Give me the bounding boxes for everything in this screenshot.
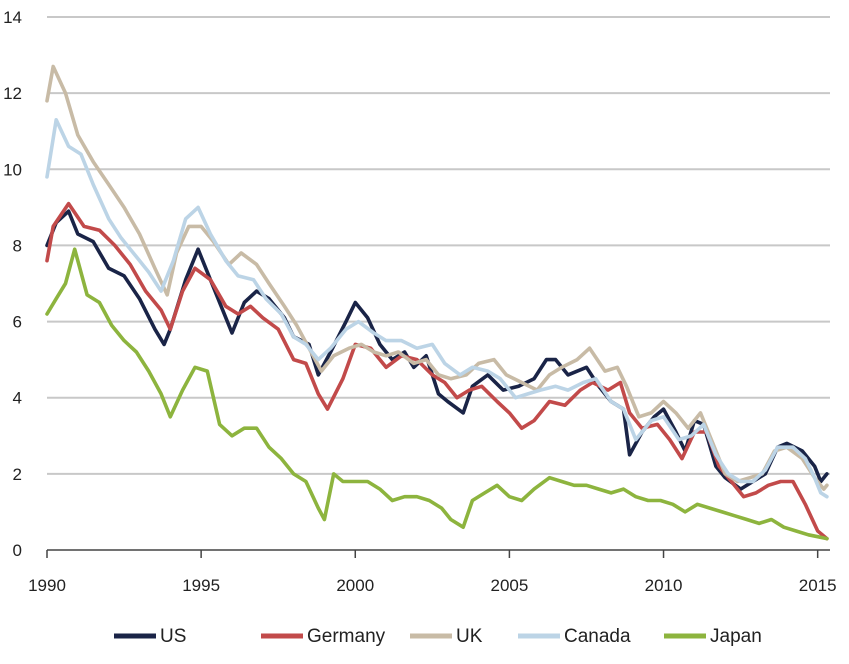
legend: US Germany UK Canada Japan: [114, 626, 762, 647]
x-tick-label: 2005: [490, 576, 528, 595]
x-tick-label: 2000: [336, 576, 374, 595]
series-line-canada: [45, 118, 829, 499]
y-tick-label: 0: [13, 541, 22, 560]
x-tick-label: 2010: [645, 576, 683, 595]
x-tick-label: 1995: [182, 576, 220, 595]
y-tick-label: 8: [13, 236, 22, 255]
y-tick-label: 4: [13, 389, 22, 408]
legend-label: UK: [456, 626, 483, 647]
legend-item-japan: Japan: [664, 626, 762, 647]
series-line-japan: [45, 247, 829, 541]
y-tick-label: 6: [13, 313, 22, 332]
legend-item-us: US: [114, 626, 186, 647]
legend-item-germany: Germany: [261, 626, 386, 647]
legend-item-canada: Canada: [518, 626, 631, 647]
legend-item-uk: UK: [410, 626, 483, 647]
x-tick-label: 1990: [28, 576, 66, 595]
y-tick-label: 12: [3, 84, 22, 103]
x-tick-label: 2015: [799, 576, 837, 595]
y-tick-label: 2: [13, 465, 22, 484]
axes: 0 2 4 6 8 10 12 14 1990 1995 2000 2005 2010 2015: [3, 8, 837, 595]
series-lines: [45, 64, 829, 541]
y-tick-label: 10: [3, 160, 22, 179]
y-tick-label: 14: [3, 8, 22, 27]
series-line-uk: [45, 64, 829, 491]
legend-label: US: [160, 626, 186, 647]
legend-label: Canada: [564, 626, 631, 647]
legend-label: Germany: [307, 626, 386, 647]
legend-label: Japan: [710, 626, 762, 647]
